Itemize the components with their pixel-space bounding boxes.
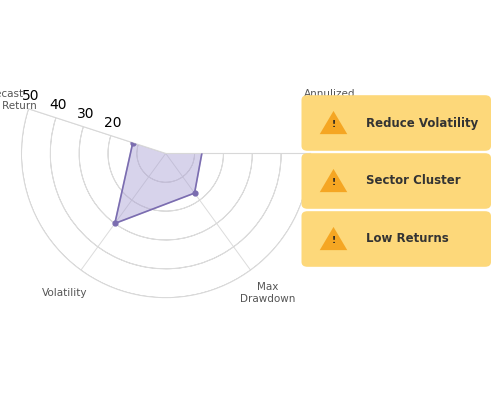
Polygon shape <box>320 169 347 192</box>
Text: !: ! <box>332 178 336 187</box>
Text: !: ! <box>332 120 336 129</box>
FancyBboxPatch shape <box>302 211 491 267</box>
Text: Low Returns: Low Returns <box>366 232 449 246</box>
Text: Reduce Volatility: Reduce Volatility <box>366 116 479 130</box>
FancyBboxPatch shape <box>302 95 491 151</box>
Text: Sector Cluster: Sector Cluster <box>366 174 461 188</box>
FancyBboxPatch shape <box>302 153 491 209</box>
Polygon shape <box>320 227 347 250</box>
Polygon shape <box>320 111 347 134</box>
Text: !: ! <box>332 236 336 245</box>
Polygon shape <box>115 116 204 224</box>
